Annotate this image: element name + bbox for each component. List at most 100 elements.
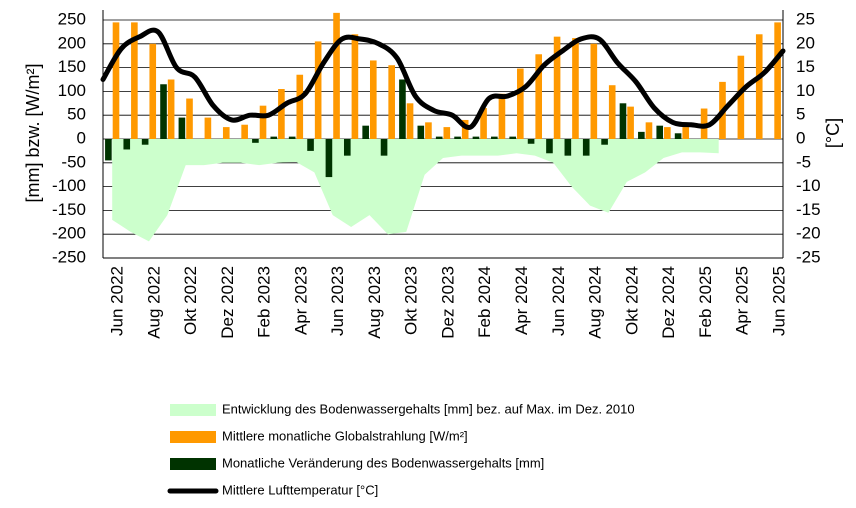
soil-water-change-bar xyxy=(160,84,167,139)
right-tick-label: 25 xyxy=(796,9,815,28)
x-tick-label: Okt 2024 xyxy=(622,266,641,335)
x-tick-label: Jun 2025 xyxy=(769,266,788,336)
x-tick-label: Okt 2022 xyxy=(181,266,200,335)
x-tick-label: Feb 2024 xyxy=(475,266,494,338)
right-tick-label: -20 xyxy=(796,224,821,243)
x-tick-label: Aug 2024 xyxy=(586,266,605,339)
soil-water-change-bar xyxy=(472,136,480,139)
global-radiation-bar xyxy=(682,127,690,139)
legend-label: Mittlere Lufttemperatur [°C] xyxy=(222,482,378,497)
x-tick-label: Feb 2025 xyxy=(696,266,715,338)
soil-water-area xyxy=(112,139,719,242)
soil-water-change-bar xyxy=(435,136,443,139)
global-radiation-bar xyxy=(553,36,561,139)
left-tick-label: 100 xyxy=(58,81,86,100)
right-tick-label: 15 xyxy=(796,57,815,76)
soil-water-change-bar xyxy=(417,125,425,139)
soil-water-area-series xyxy=(112,139,719,242)
soil-water-change-bar xyxy=(601,139,608,145)
global-radiation-bar xyxy=(204,117,212,139)
x-tick-label: Apr 2023 xyxy=(291,266,310,335)
global-radiation-bar xyxy=(167,79,175,139)
global-radiation-bar xyxy=(737,55,745,140)
air-temperature-line xyxy=(100,27,786,130)
soil-water-change-bar xyxy=(491,136,498,139)
soil-water-change-bar xyxy=(252,139,259,143)
global-radiation-bar xyxy=(241,124,248,139)
x-tick-label: Apr 2025 xyxy=(733,266,752,335)
soil-water-change-bar xyxy=(564,139,572,156)
global-radiation-bar xyxy=(664,127,671,139)
global-radiation-bar xyxy=(369,60,377,139)
right-axis-label: [°C] xyxy=(823,118,843,148)
soil-water-change-bar xyxy=(619,103,627,139)
global-radiation-bar xyxy=(498,93,506,139)
right-tick-label: -25 xyxy=(796,247,821,266)
global-radiation-bar xyxy=(314,41,322,139)
soil-water-change-bar xyxy=(288,136,296,139)
global-radiation-bar xyxy=(351,34,359,139)
global-radiation-bar xyxy=(480,108,487,139)
x-tick-label: Aug 2023 xyxy=(365,266,384,339)
legend-swatch-bar xyxy=(170,431,216,443)
global-radiation-bar xyxy=(755,34,763,139)
left-tick-label: -50 xyxy=(61,152,86,171)
soil-water-change-bar xyxy=(527,139,535,144)
legend: Entwicklung des Bodenwassergehalts [mm] … xyxy=(167,401,635,497)
legend-swatch-area xyxy=(170,404,216,416)
soil-water-change-bar xyxy=(638,131,645,139)
soil-water-change-bar xyxy=(270,136,278,139)
x-tick-label: Dez 2022 xyxy=(218,266,237,339)
global-radiation-bar xyxy=(443,127,451,139)
global-radiation-bar xyxy=(333,12,340,139)
soil-water-change-bar xyxy=(123,139,131,150)
global-radiation-bar xyxy=(774,22,781,140)
global-radiation-bar xyxy=(186,98,193,139)
soil-water-change-bar xyxy=(343,139,351,156)
global-radiation-bar xyxy=(590,43,598,139)
soil-water-change-bar xyxy=(509,136,517,139)
soil-water-change-bar xyxy=(325,139,333,178)
global-radiation-bar xyxy=(425,122,432,139)
global-radiation-bar xyxy=(461,119,469,139)
left-tick-label: 200 xyxy=(58,33,86,52)
left-tick-label: -250 xyxy=(52,247,86,266)
global-radiation-bar xyxy=(259,105,267,139)
x-tick-label: Apr 2024 xyxy=(512,266,531,335)
soil-water-change-bar xyxy=(674,133,682,139)
soil-water-change-bar xyxy=(399,79,406,139)
global-radiation-bar xyxy=(131,22,138,140)
global-radiation-bar xyxy=(535,54,543,139)
global-radiation-bar xyxy=(572,38,579,140)
left-tick-label: 250 xyxy=(58,9,86,28)
x-tick-label: Feb 2023 xyxy=(255,266,274,338)
legend-label: Entwicklung des Bodenwassergehalts [mm] … xyxy=(222,401,635,416)
soil-water-change-bar xyxy=(105,139,112,161)
left-tick-label: 150 xyxy=(58,57,86,76)
left-tick-label: 50 xyxy=(67,105,86,124)
left-tick-label: -100 xyxy=(52,176,86,195)
right-tick-label: -10 xyxy=(796,176,821,195)
right-tick-label: 20 xyxy=(796,33,815,52)
left-tick-label: -200 xyxy=(52,224,86,243)
global-radiation-bar xyxy=(112,22,120,140)
global-radiation-bar xyxy=(627,106,634,139)
right-tick-label: 0 xyxy=(796,128,805,147)
x-tick-label: Jun 2022 xyxy=(108,266,127,336)
soil-water-change-bar xyxy=(380,139,388,156)
legend-swatch-bar xyxy=(170,458,216,470)
right-tick-label: 10 xyxy=(796,81,815,100)
soil-water-change-bar xyxy=(141,139,149,145)
soil-water-change-bar xyxy=(307,139,314,151)
global-radiation-bar xyxy=(149,43,157,139)
soil-water-change-bars xyxy=(105,79,682,178)
right-axis-ticks: 25 20 15 10 5 0 -5 -10 -15 -20 -25 xyxy=(796,9,821,266)
soil-water-change-bar xyxy=(362,125,369,139)
right-tick-label: -5 xyxy=(796,152,811,171)
soil-water-change-bar xyxy=(546,139,553,154)
legend-label: Monatliche Veränderung des Bodenwasserge… xyxy=(222,455,544,470)
left-axis-label: [mm] bzw. [W/m²] xyxy=(23,64,43,203)
axes xyxy=(102,10,784,259)
global-radiation-bar xyxy=(517,68,524,139)
